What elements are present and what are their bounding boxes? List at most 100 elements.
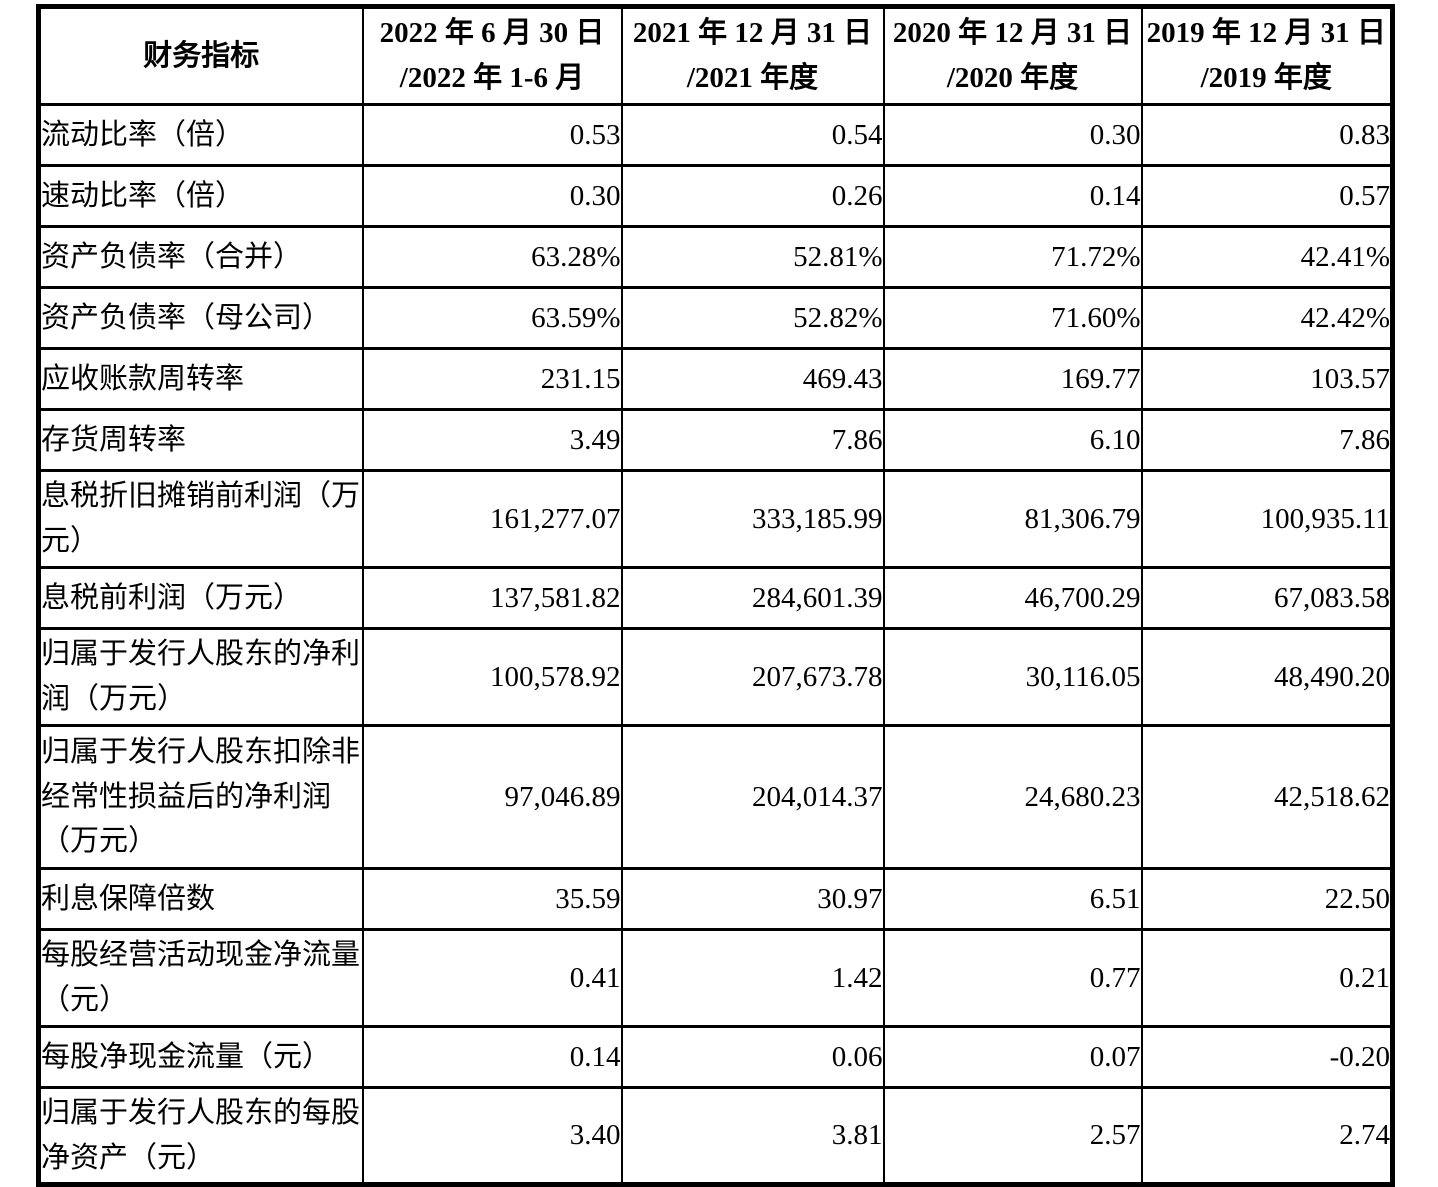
value-cell: 103.57 — [1140, 347, 1394, 411]
value-cell: 3.81 — [620, 1086, 885, 1186]
row-label: 资产负债率（母公司） — [37, 286, 364, 350]
value-cell: 169.77 — [882, 347, 1143, 411]
row-label: 每股净现金流量（元） — [37, 1025, 364, 1089]
table-row: 归属于发行人股东扣除非经常性损益后的净利润（万元） 97,046.89 204,01… — [37, 724, 1394, 870]
value-cell: 6.51 — [882, 867, 1143, 931]
value-cell: 100,935.11 — [1140, 469, 1394, 569]
value-cell: 0.53 — [361, 103, 623, 167]
value-cell: 6.10 — [882, 408, 1143, 472]
financial-indicators-table: 财务指标 2022 年 6 月 30 日 /2022 年 1-6 月 2021 … — [36, 4, 1395, 1187]
value-cell: 0.06 — [620, 1025, 885, 1089]
value-cell: 71.72% — [882, 225, 1143, 289]
row-label: 资产负债率（合并） — [37, 225, 364, 289]
table-row: 息税折旧摊销前利润（万元） 161,277.07 333,185.99 81,306.… — [37, 469, 1394, 569]
value-cell: 0.30 — [361, 164, 623, 228]
value-cell: 0.14 — [882, 164, 1143, 228]
row-label: 流动比率（倍） — [37, 103, 364, 167]
table-row: 速动比率（倍） 0.30 0.26 0.14 0.57 — [37, 164, 1394, 228]
value-cell: 0.14 — [361, 1025, 623, 1089]
value-cell: 0.77 — [882, 928, 1143, 1028]
value-cell: 207,673.78 — [620, 627, 885, 727]
value-cell: 24,680.23 — [882, 724, 1143, 870]
table-row: 利息保障倍数 35.59 30.97 6.51 22.50 — [37, 867, 1394, 931]
value-cell: 22.50 — [1140, 867, 1394, 931]
value-cell: 81,306.79 — [882, 469, 1143, 569]
row-label: 归属于发行人股东扣除非经常性损益后的净利润（万元） — [37, 724, 364, 870]
value-cell: 42,518.62 — [1140, 724, 1394, 870]
value-cell: 284,601.39 — [620, 566, 885, 630]
row-label: 速动比率（倍） — [37, 164, 364, 228]
header-period-line1: 2021 年 12 月 31 日 — [632, 17, 873, 50]
table-row: 应收账款周转率 231.15 469.43 169.77 103.57 — [37, 347, 1394, 411]
value-cell: 0.41 — [361, 928, 623, 1028]
value-cell: 30,116.05 — [882, 627, 1143, 727]
header-period-2020: 2020 年 12 月 31 日 /2020 年度 — [882, 5, 1143, 106]
header-period-line2: /2019 年度 — [1200, 62, 1332, 94]
header-period-line1: 2022 年 6 月 30 日 — [379, 17, 605, 50]
table-row: 资产负债率（母公司） 63.59% 52.82% 71.60% 42.42% — [37, 286, 1394, 350]
table-row: 存货周转率 3.49 7.86 6.10 7.86 — [37, 408, 1394, 472]
row-label: 应收账款周转率 — [37, 347, 364, 411]
header-period-2022: 2022 年 6 月 30 日 /2022 年 1-6 月 — [361, 5, 623, 106]
value-cell: 0.07 — [882, 1025, 1143, 1089]
value-cell: 52.82% — [620, 286, 885, 350]
row-label: 归属于发行人股东的净利润（万元） — [37, 627, 364, 727]
header-period-line2: /2022 年 1-6 月 — [399, 62, 585, 94]
value-cell: 63.28% — [361, 225, 623, 289]
value-cell: 67,083.58 — [1140, 566, 1394, 630]
value-cell: 137,581.82 — [361, 566, 623, 630]
table-header-row: 财务指标 2022 年 6 月 30 日 /2022 年 1-6 月 2021 … — [37, 5, 1394, 106]
value-cell: 0.57 — [1140, 164, 1394, 228]
row-label: 利息保障倍数 — [37, 867, 364, 931]
value-cell: 3.40 — [361, 1086, 623, 1186]
value-cell: 63.59% — [361, 286, 623, 350]
header-period-2021: 2021 年 12 月 31 日 /2021 年度 — [620, 5, 885, 106]
value-cell: 71.60% — [882, 286, 1143, 350]
header-period-2019: 2019 年 12 月 31 日 /2019 年度 — [1140, 5, 1394, 106]
value-cell: 42.42% — [1140, 286, 1394, 350]
header-indicator: 财务指标 — [37, 5, 364, 106]
row-label: 息税折旧摊销前利润（万元） — [37, 469, 364, 569]
value-cell: 3.49 — [361, 408, 623, 472]
financial-table-body: 流动比率（倍） 0.53 0.54 0.30 0.83 速动比率（倍） 0.30 0.26 0.… — [37, 103, 1394, 1186]
value-cell: 0.26 — [620, 164, 885, 228]
value-cell: 333,185.99 — [620, 469, 885, 569]
value-cell: 0.30 — [882, 103, 1143, 167]
table-row: 息税前利润（万元） 137,581.82 284,601.39 46,700.29 67… — [37, 566, 1394, 630]
value-cell: 48,490.20 — [1140, 627, 1394, 727]
value-cell: 231.15 — [361, 347, 623, 411]
value-cell: 2.74 — [1140, 1086, 1394, 1186]
table-row: 流动比率（倍） 0.53 0.54 0.30 0.83 — [37, 103, 1394, 167]
header-period-line2: /2020 年度 — [946, 62, 1079, 94]
header-period-line2: /2021 年度 — [686, 62, 819, 94]
value-cell: 7.86 — [1140, 408, 1394, 472]
table-row: 归属于发行人股东的净利润（万元） 100,578.92 207,673.78 30,1… — [37, 627, 1394, 727]
value-cell: 469.43 — [620, 347, 885, 411]
value-cell: 46,700.29 — [882, 566, 1143, 630]
table-row: 资产负债率（合并） 63.28% 52.81% 71.72% 42.41% — [37, 225, 1394, 289]
row-label: 每股经营活动现金净流量（元） — [37, 928, 364, 1028]
value-cell: 2.57 — [882, 1086, 1143, 1186]
value-cell: -0.20 — [1140, 1025, 1394, 1089]
value-cell: 97,046.89 — [361, 724, 623, 870]
value-cell: 0.21 — [1140, 928, 1394, 1028]
value-cell: 35.59 — [361, 867, 623, 931]
value-cell: 42.41% — [1140, 225, 1394, 289]
value-cell: 0.83 — [1140, 103, 1394, 167]
header-period-line1: 2020 年 12 月 31 日 — [892, 17, 1133, 50]
value-cell: 7.86 — [620, 408, 885, 472]
table-row: 每股经营活动现金净流量（元） 0.41 1.42 0.77 0.21 — [37, 928, 1394, 1028]
header-period-line1: 2019 年 12 月 31 日 — [1146, 17, 1386, 50]
row-label: 归属于发行人股东的每股净资产（元） — [37, 1086, 364, 1186]
value-cell: 100,578.92 — [361, 627, 623, 727]
value-cell: 204,014.37 — [620, 724, 885, 870]
value-cell: 52.81% — [620, 225, 885, 289]
value-cell: 1.42 — [620, 928, 885, 1028]
value-cell: 161,277.07 — [361, 469, 623, 569]
row-label: 息税前利润（万元） — [37, 566, 364, 630]
table-row: 归属于发行人股东的每股净资产（元） 3.40 3.81 2.57 2.74 — [37, 1086, 1394, 1186]
row-label: 存货周转率 — [37, 408, 364, 472]
value-cell: 0.54 — [620, 103, 885, 167]
value-cell: 30.97 — [620, 867, 885, 931]
